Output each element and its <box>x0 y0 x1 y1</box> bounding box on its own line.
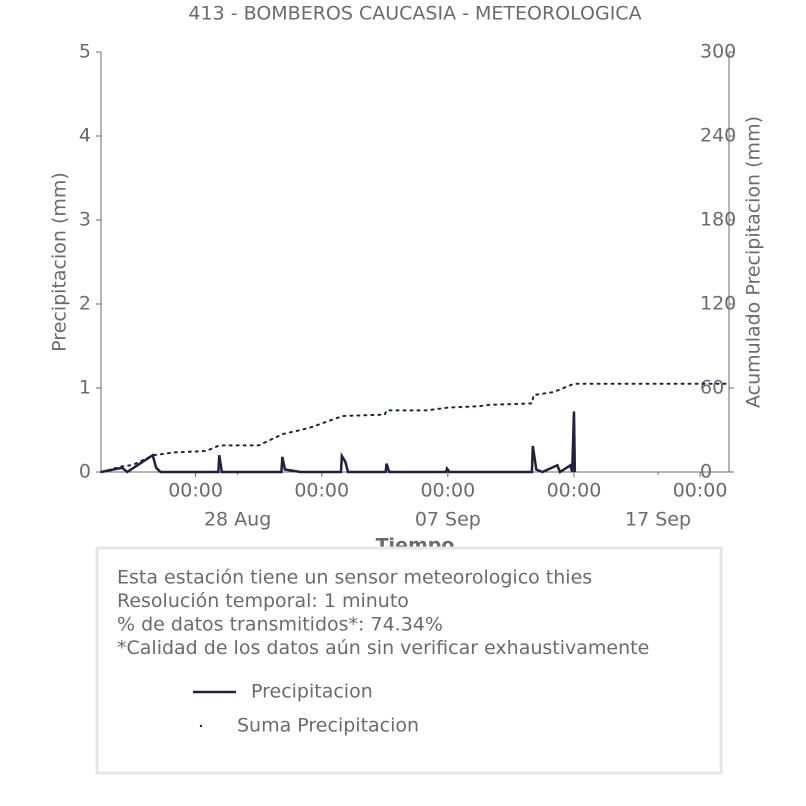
y-tick-label: 4 <box>79 125 91 147</box>
y2-tick-label: 120 <box>700 293 736 315</box>
info-line: Resolución temporal: 1 minuto <box>117 590 409 612</box>
x-date-label: 28 Aug <box>204 509 271 531</box>
legend-label: Suma Precipitacion <box>237 715 419 737</box>
y2-axis-label: Acumulado Precipitacion (mm) <box>743 116 765 408</box>
x-date-label: 07 Sep <box>415 509 481 531</box>
info-line: Esta estación tiene un sensor meteorolog… <box>117 567 592 589</box>
precip-line <box>100 411 577 474</box>
y-tick-label: 0 <box>79 461 91 483</box>
x-date-label: 17 Sep <box>625 509 691 531</box>
y-tick-label: 1 <box>79 377 91 399</box>
y2-tick-label: 0 <box>700 461 712 483</box>
y2-tick-label: 60 <box>700 377 724 399</box>
x-tick-label: 00:00 <box>294 480 349 502</box>
x-tick-label: 00:00 <box>168 480 223 502</box>
info-box <box>95 546 723 775</box>
info-line: % de datos transmitidos*: 74.34% <box>117 614 443 636</box>
y-axis-label: Precipitacion (mm) <box>49 172 71 352</box>
y-tick-label: 3 <box>79 209 91 231</box>
x-tick-label: 00:00 <box>547 480 602 502</box>
y-tick-label: 5 <box>79 41 91 63</box>
y-tick-label: 2 <box>79 293 91 315</box>
y2-tick-label: 300 <box>700 41 736 63</box>
legend-label: Precipitacion <box>251 681 373 703</box>
y2-tick-label: 240 <box>700 125 736 147</box>
x-tick-label: 00:00 <box>420 480 475 502</box>
chart-title: 413 - BOMBEROS CAUCASIA - METEOROLOGICA <box>188 3 641 25</box>
x-tick-label: 00:00 <box>673 480 728 502</box>
cumulative-line <box>100 382 730 473</box>
legend-marker <box>199 724 203 728</box>
info-line: *Calidad de los datos aún sin verificar … <box>117 637 649 659</box>
y2-tick-label: 180 <box>700 209 736 231</box>
